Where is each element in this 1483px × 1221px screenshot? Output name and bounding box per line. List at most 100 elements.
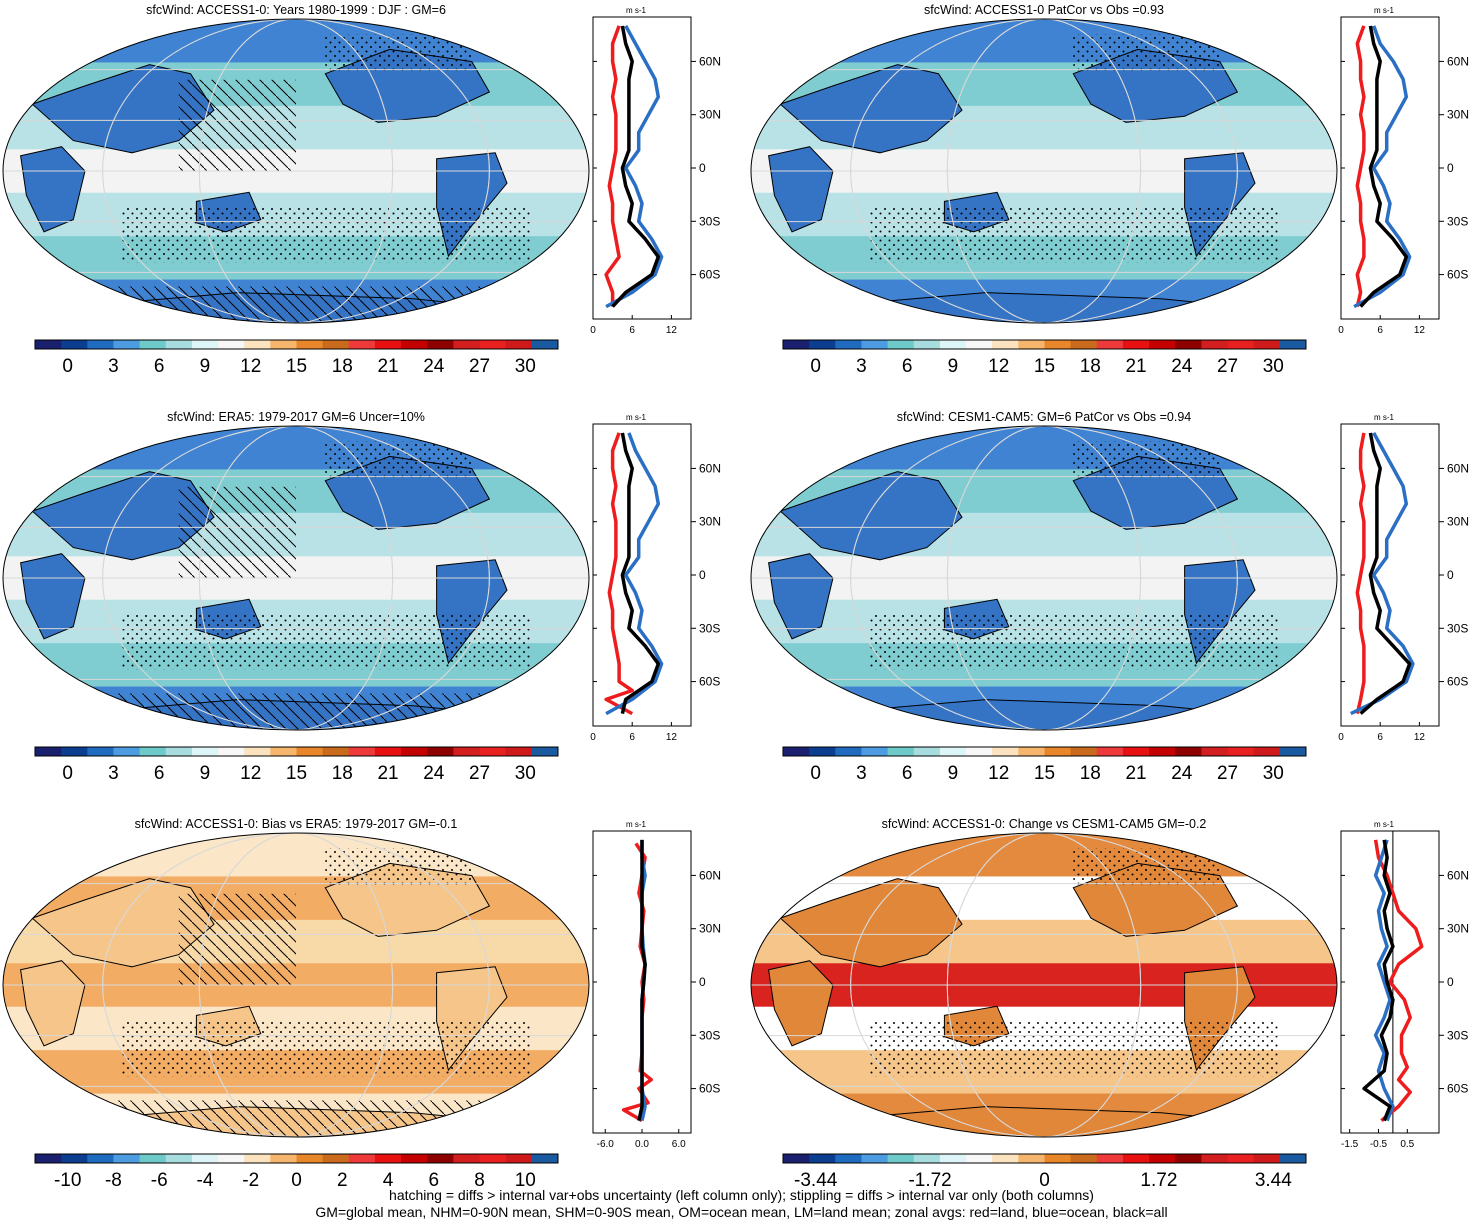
continent bbox=[20, 146, 86, 233]
lat-tick-label: 60S bbox=[1447, 1082, 1468, 1096]
lat-tick-label: 30N bbox=[1447, 922, 1469, 936]
colorbar-cell bbox=[939, 340, 967, 349]
colorbar-cell bbox=[35, 1154, 62, 1163]
colorbar-cell bbox=[913, 340, 941, 349]
zonal-x-tick-label: 12 bbox=[1414, 325, 1426, 336]
colorbar-cell bbox=[1122, 1154, 1150, 1163]
colorbar-label: 10 bbox=[515, 1170, 536, 1191]
continent bbox=[20, 553, 86, 640]
colorbar-cell bbox=[783, 340, 810, 349]
colorbar-cell bbox=[87, 747, 114, 756]
zonal-average-plot: m s-1 60N 30N 0 30S 60S 0 6 12 bbox=[1338, 413, 1469, 743]
colorbar-cell bbox=[61, 340, 88, 349]
colorbar-label: 21 bbox=[1125, 356, 1146, 377]
panel-5: sfcWind: ACCESS1-0: Bias vs ERA5: 1979-2… bbox=[0, 814, 735, 1194]
colorbar-cell bbox=[374, 747, 402, 756]
lat-tick-label: 30S bbox=[1447, 1028, 1468, 1042]
map-band bbox=[3, 833, 589, 878]
colorbar-cell bbox=[296, 1154, 324, 1163]
zonal-x-tick-label: 6 bbox=[629, 325, 635, 336]
map-title: sfcWind: CESM1-CAM5: GM=6 PatCor vs Obs … bbox=[896, 410, 1192, 424]
colorbar-cell bbox=[244, 747, 271, 756]
zonal-x-tick-label: 0.5 bbox=[1400, 1139, 1414, 1150]
colorbar-cell bbox=[1044, 1154, 1072, 1163]
colorbar-cell bbox=[427, 747, 454, 756]
colorbar-cell bbox=[1201, 747, 1229, 756]
lat-tick-label: 30N bbox=[699, 922, 721, 936]
panel-graphics: 0 3 6 9 12 15 18 21 24 27 30 m s-1 60N 30N 0 30S 60S 0 6 12 bbox=[2, 6, 721, 377]
colorbar-cell bbox=[244, 1154, 271, 1163]
continent bbox=[768, 960, 834, 1047]
colorbar-label: 6 bbox=[154, 763, 165, 784]
colorbar-cell bbox=[61, 747, 88, 756]
colorbar-cell bbox=[1253, 747, 1281, 756]
graticule-line bbox=[946, 833, 1142, 1137]
zonal-series-ocean_blue bbox=[1350, 432, 1415, 716]
stippling bbox=[868, 207, 1279, 263]
colorbar-cell bbox=[453, 1154, 481, 1163]
colorbar-label: 12 bbox=[240, 763, 261, 784]
map-band bbox=[751, 19, 1337, 64]
panel-1: sfcWind: ACCESS1-0: Years 1980-1999 : DJ… bbox=[0, 0, 735, 380]
zonal-series-land_red bbox=[1355, 432, 1366, 714]
lat-tick-label: 0 bbox=[1447, 568, 1454, 582]
zonal-x-tick-label: 12 bbox=[1414, 732, 1426, 743]
colorbar-label: 6 bbox=[902, 356, 913, 377]
zonal-x-tick-label: 0 bbox=[590, 732, 596, 743]
colorbar-cell bbox=[861, 340, 889, 349]
lat-tick-label: 60N bbox=[699, 461, 721, 475]
colorbar-label: 21 bbox=[377, 356, 398, 377]
colorbar-label: 12 bbox=[240, 356, 261, 377]
colorbar-cell bbox=[1149, 340, 1176, 349]
colorbar-cell bbox=[1227, 340, 1255, 349]
zonal-series-all_black bbox=[611, 25, 661, 308]
lat-tick-label: 60S bbox=[699, 675, 720, 689]
colorbar-label: 24 bbox=[1171, 356, 1193, 377]
world-map bbox=[751, 426, 1337, 730]
colorbar-cell bbox=[1122, 747, 1150, 756]
map-band bbox=[3, 19, 589, 64]
zonal-series-ocean_blue bbox=[1373, 839, 1395, 1122]
colorbar-label: -10 bbox=[54, 1170, 81, 1191]
colorbar-cell bbox=[1175, 340, 1202, 349]
zonal-x-tick-label: 0 bbox=[590, 325, 596, 336]
colorbar-cell bbox=[165, 747, 193, 756]
map-title: sfcWind: ACCESS1-0 PatCor vs Obs =0.93 bbox=[923, 3, 1165, 17]
colorbar-cell bbox=[992, 1154, 1019, 1163]
colorbar-cell bbox=[505, 747, 533, 756]
colorbar-cell bbox=[322, 1154, 350, 1163]
colorbar-cell bbox=[887, 747, 915, 756]
zonal-x-tick-label: 0 bbox=[1338, 325, 1344, 336]
colorbar-cell bbox=[322, 747, 350, 756]
lat-tick-label: 0 bbox=[1447, 975, 1454, 989]
colorbar-cell bbox=[531, 340, 559, 349]
colorbar-label: 9 bbox=[948, 356, 959, 377]
zonal-units: m s-1 bbox=[626, 6, 647, 15]
map-title: sfcWind: ERA5: 1979-2017 GM=6 Uncer=10% bbox=[167, 410, 425, 424]
zonal-average-plot: m s-1 60N 30N 0 30S 60S 0 6 12 bbox=[590, 6, 721, 336]
colorbar-cell bbox=[401, 1154, 428, 1163]
colorbar-label: 9 bbox=[948, 763, 959, 784]
graticule-line bbox=[850, 426, 1238, 730]
colorbar-cell bbox=[139, 747, 167, 756]
world-map bbox=[3, 426, 589, 730]
colorbar-label: 30 bbox=[515, 763, 536, 784]
zonal-series-all_black bbox=[1362, 839, 1395, 1122]
zonal-x-tick-label: -1.5 bbox=[1341, 1139, 1359, 1150]
colorbar-cell bbox=[296, 340, 324, 349]
colorbar: 0 3 6 9 12 15 18 21 24 27 30 bbox=[782, 339, 1307, 377]
colorbar-cell bbox=[1279, 747, 1307, 756]
graticule-line bbox=[102, 426, 490, 730]
colorbar-cell bbox=[1149, 1154, 1176, 1163]
colorbar-label: 15 bbox=[286, 356, 307, 377]
colorbar-cell bbox=[783, 1154, 810, 1163]
panel-graphics: 0 3 6 9 12 15 18 21 24 27 30 m s-1 60N 30N 0 30S 60S 0 6 12 bbox=[2, 413, 721, 784]
colorbar-cell bbox=[1149, 747, 1176, 756]
graticule-line bbox=[102, 19, 490, 323]
colorbar-cell bbox=[348, 340, 376, 349]
colorbar-label: 24 bbox=[423, 356, 445, 377]
lat-tick-label: 30N bbox=[699, 108, 721, 122]
colorbar-cell bbox=[1018, 1154, 1045, 1163]
map-band bbox=[751, 426, 1337, 471]
colorbar-label: -4 bbox=[197, 1170, 214, 1191]
